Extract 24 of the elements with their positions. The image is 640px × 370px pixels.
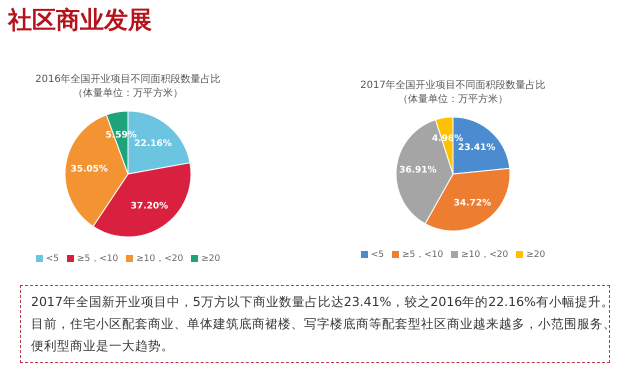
legend-label: ≥5，<10 (401, 249, 444, 261)
data-label: 35.05% (70, 164, 108, 174)
legend-label: <5 (44, 252, 59, 265)
legend-label: ≥10，<20 (135, 253, 184, 265)
data-label: 23.41% (458, 142, 496, 153)
data-label: 34.72% (454, 198, 492, 209)
text: 目前，住宅小区配套商业、单体建筑底商裙楼、写字楼底商等配套型社区商业越来越多，小范围服务、 (31, 315, 616, 333)
text: 社区商业发展 (8, 5, 153, 36)
data-label: 22.16% (134, 139, 172, 150)
data-label: 37.20% (130, 202, 168, 212)
text: 2017年全国新开业项目中，5万方以下商业数量占比达23.41%，较之2016年的22.16%有小幅提升。 (31, 293, 614, 311)
chart-title: 2016年全国开业项目不同面积段数量占比 (34, 72, 222, 86)
data-label: 4.96% (432, 134, 464, 144)
chart-subtitle: （体量单位：万平方米） (72, 86, 184, 100)
chart-subtitle: （体量单位：万平方米） (397, 92, 509, 106)
legend-label: <5 (370, 248, 384, 261)
legend-label: ≥20 (525, 248, 546, 261)
legend-label: ≥20 (200, 252, 220, 265)
legend-label: ≥10，<20 (460, 249, 508, 261)
data-label: 36.91% (399, 165, 437, 176)
chart-title: 2017年全国开业项目不同面积段数量占比 (359, 78, 547, 92)
data-label: 5.59% (106, 130, 137, 141)
legend-label: ≥5，<10 (76, 253, 118, 265)
text: 便利型商业是一大趋势。 (31, 337, 175, 355)
